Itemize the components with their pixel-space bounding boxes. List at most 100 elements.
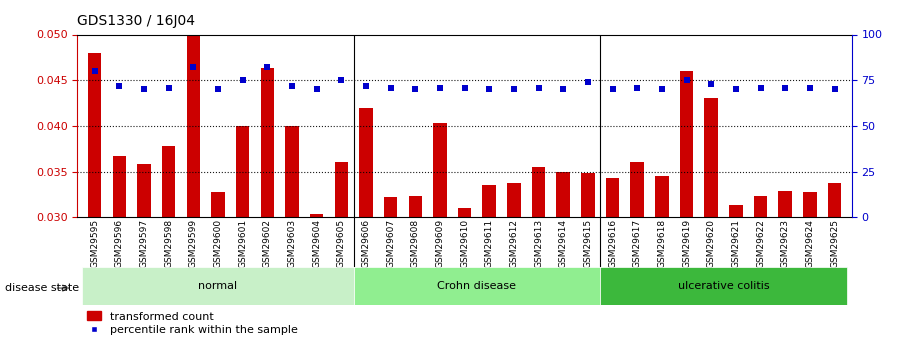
Point (482, 87, 496, 92)
Point (285, 83, 300, 88)
Text: GSM29597: GSM29597 (139, 219, 148, 268)
Bar (532, 167, 546, 217)
Point (507, 87, 521, 92)
Point (210, 87, 225, 92)
Bar (138, 164, 151, 217)
Text: GSM29595: GSM29595 (90, 219, 99, 268)
Point (556, 87, 570, 92)
Bar (408, 196, 422, 217)
Bar (655, 176, 669, 217)
Bar (384, 197, 397, 217)
Text: GSM29599: GSM29599 (189, 219, 198, 268)
Text: GSM29611: GSM29611 (485, 219, 494, 268)
Bar (433, 123, 446, 217)
Point (260, 65, 274, 70)
Text: GSM29609: GSM29609 (435, 219, 445, 268)
Point (531, 85, 546, 90)
Text: normal: normal (199, 282, 238, 291)
Bar (236, 126, 250, 217)
Text: GSM29618: GSM29618 (658, 219, 667, 268)
Text: GSM29600: GSM29600 (213, 219, 222, 268)
Point (87, 68, 102, 74)
Point (753, 85, 768, 90)
Text: GSM29602: GSM29602 (262, 219, 271, 268)
Bar (704, 99, 718, 217)
Point (112, 83, 127, 88)
Point (803, 85, 817, 90)
Bar (507, 183, 521, 217)
Bar (458, 208, 471, 217)
Point (137, 87, 151, 92)
Point (580, 79, 595, 85)
Bar (162, 146, 176, 217)
Point (433, 85, 447, 90)
Bar (82, 267, 353, 305)
Point (359, 83, 374, 88)
Point (778, 85, 793, 90)
Point (457, 85, 472, 90)
Text: GSM29620: GSM29620 (707, 219, 716, 268)
Bar (600, 267, 847, 305)
Text: GSM29612: GSM29612 (509, 219, 518, 268)
Text: GSM29607: GSM29607 (386, 219, 395, 268)
Text: GSM29605: GSM29605 (337, 219, 346, 268)
Bar (630, 162, 644, 217)
Bar (483, 185, 496, 217)
Point (384, 85, 398, 90)
Bar (557, 171, 570, 217)
Bar (680, 71, 693, 217)
Bar (753, 196, 767, 217)
Point (408, 87, 423, 92)
Text: GSM29608: GSM29608 (411, 219, 420, 268)
Legend: transformed count, percentile rank within the sample: transformed count, percentile rank withi… (83, 307, 302, 339)
Point (334, 78, 349, 83)
Text: GSM29596: GSM29596 (115, 219, 124, 268)
Point (729, 87, 743, 92)
Text: GSM29603: GSM29603 (288, 219, 296, 268)
Point (186, 65, 200, 70)
Point (235, 78, 250, 83)
Bar (261, 68, 274, 217)
Text: ulcerative colitis: ulcerative colitis (678, 282, 770, 291)
Text: GDS1330 / 16J04: GDS1330 / 16J04 (77, 14, 196, 28)
Text: GSM29598: GSM29598 (164, 219, 173, 268)
Point (310, 87, 324, 92)
Bar (729, 205, 742, 217)
Bar (88, 53, 101, 217)
Point (655, 87, 670, 92)
Bar (359, 108, 373, 217)
Bar (187, 34, 200, 217)
Text: GSM29624: GSM29624 (805, 219, 814, 268)
Bar (285, 126, 299, 217)
Point (680, 78, 694, 83)
Bar (353, 267, 600, 305)
Bar (113, 156, 126, 217)
Bar (804, 192, 816, 217)
Text: GSM29610: GSM29610 (460, 219, 469, 268)
Text: GSM29614: GSM29614 (558, 219, 568, 268)
Text: GSM29601: GSM29601 (238, 219, 247, 268)
Text: GSM29617: GSM29617 (633, 219, 641, 268)
Bar (606, 178, 619, 217)
Bar (211, 192, 225, 217)
Point (605, 87, 619, 92)
Bar (310, 214, 323, 217)
Text: GSM29621: GSM29621 (732, 219, 741, 268)
Point (161, 85, 176, 90)
Point (827, 87, 842, 92)
Text: Crohn disease: Crohn disease (437, 282, 517, 291)
Text: GSM29613: GSM29613 (534, 219, 543, 268)
Text: GSM29622: GSM29622 (756, 219, 765, 268)
Text: GSM29619: GSM29619 (682, 219, 691, 268)
Text: GSM29604: GSM29604 (312, 219, 322, 268)
Text: GSM29606: GSM29606 (362, 219, 371, 268)
Text: GSM29615: GSM29615 (583, 219, 592, 268)
Text: GSM29625: GSM29625 (830, 219, 839, 268)
Bar (581, 174, 595, 217)
Text: GSM29616: GSM29616 (608, 219, 617, 268)
Text: disease state: disease state (5, 283, 78, 293)
Bar (334, 162, 348, 217)
Bar (828, 183, 841, 217)
Bar (778, 191, 792, 217)
Point (630, 85, 644, 90)
